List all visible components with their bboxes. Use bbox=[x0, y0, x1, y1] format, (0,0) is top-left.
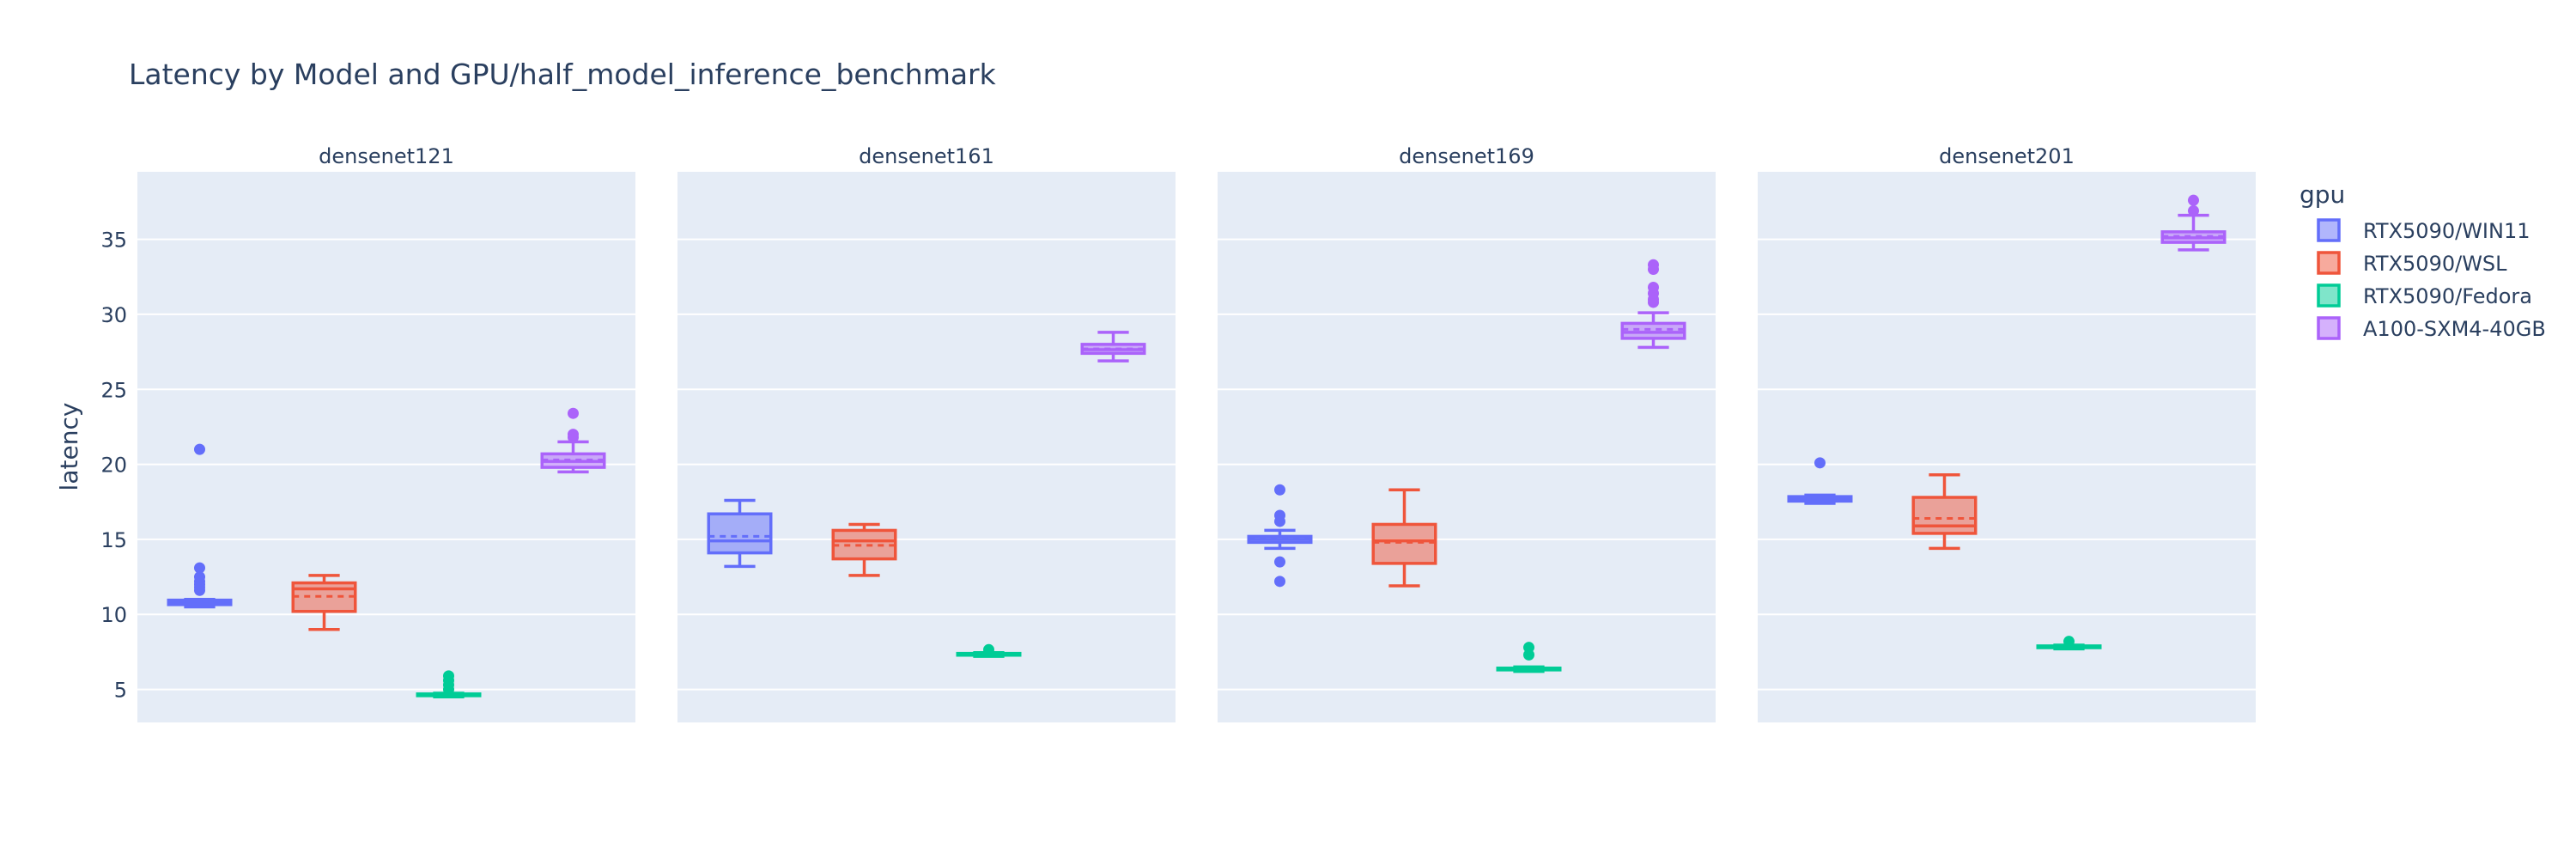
box-rtx5090-wsl bbox=[831, 522, 897, 577]
y-tick-label: 20 bbox=[100, 454, 127, 478]
plot-area bbox=[1218, 172, 1716, 722]
legend-swatch bbox=[2317, 316, 2341, 340]
outlier-point bbox=[194, 571, 205, 583]
box-rtx5090-fedora bbox=[2036, 636, 2102, 651]
outlier-point bbox=[194, 443, 205, 455]
legend-item-rtx5090-win11[interactable]: RTX5090/WIN11 bbox=[2317, 218, 2530, 243]
outlier-point bbox=[1523, 642, 1534, 654]
box-a100-sxm4-40gb bbox=[1080, 331, 1146, 362]
outlier-point bbox=[1814, 457, 1826, 469]
y-tick-label: 15 bbox=[100, 528, 127, 552]
y-tick-label: 25 bbox=[100, 378, 127, 402]
outlier-point bbox=[568, 407, 579, 419]
y-tick-label: 5 bbox=[114, 679, 127, 703]
outlier-point bbox=[1274, 576, 1285, 588]
box-rtx5090-fedora bbox=[1496, 642, 1562, 673]
outlier-point bbox=[2188, 204, 2199, 216]
box-rtx5090-win11 bbox=[707, 498, 773, 569]
box-a100-sxm4-40gb bbox=[2160, 194, 2227, 252]
legend-label: RTX5090/WSL bbox=[2363, 252, 2507, 276]
legend-label: RTX5090/Fedora bbox=[2363, 284, 2532, 308]
facet-title: densenet201 bbox=[1939, 144, 2075, 168]
outlier-point bbox=[983, 643, 994, 655]
facet-panel-densenet201: densenet201 bbox=[1758, 144, 2256, 722]
facet-panel-densenet121: densenet121 bbox=[137, 144, 635, 722]
box-body bbox=[291, 581, 357, 613]
box-body bbox=[707, 512, 773, 555]
box-body bbox=[1911, 496, 1978, 535]
box-rtx5090-wsl bbox=[291, 574, 357, 631]
box-body bbox=[1371, 522, 1437, 565]
legend-label: RTX5090/WIN11 bbox=[2363, 219, 2530, 243]
legend[interactable]: gpu RTX5090/WIN11 RTX5090/WSL RTX5090/Fedo… bbox=[2300, 180, 2546, 341]
plot-area bbox=[677, 172, 1176, 722]
outlier-point bbox=[1274, 556, 1285, 568]
y-tick-label: 10 bbox=[100, 603, 127, 627]
facet-panel-densenet161: densenet161 bbox=[677, 144, 1176, 722]
legend-title: gpu bbox=[2300, 180, 2345, 209]
legend-item-a100-sxm4-40gb[interactable]: A100-SXM4-40GB bbox=[2317, 316, 2546, 341]
box-a100-sxm4-40gb bbox=[540, 407, 606, 474]
facet-title: densenet169 bbox=[1399, 144, 1534, 168]
box-rtx5090-fedora bbox=[956, 643, 1022, 658]
y-tick-label: 35 bbox=[100, 228, 127, 253]
y-tick-label: 30 bbox=[100, 303, 127, 327]
legend-swatch bbox=[2317, 283, 2341, 308]
facet-title: densenet161 bbox=[859, 144, 994, 168]
box-a100-sxm4-40gb bbox=[1620, 259, 1686, 350]
legend-label: A100-SXM4-40GB bbox=[2363, 317, 2546, 341]
outlier-point bbox=[2063, 636, 2075, 648]
legend-swatch bbox=[2317, 251, 2341, 275]
legend-items[interactable]: RTX5090/WIN11 RTX5090/WSL RTX5090/Fedora A1… bbox=[2317, 218, 2546, 341]
box-rtx5090-wsl bbox=[1371, 488, 1437, 588]
box-rtx5090-win11 bbox=[1247, 484, 1313, 588]
facet-title: densenet121 bbox=[319, 144, 454, 168]
outlier-point bbox=[1274, 484, 1285, 496]
box-rtx5090-win11 bbox=[1787, 457, 1853, 505]
outlier-point bbox=[1648, 259, 1659, 271]
y-axis-ticks: 5 10 15 20 25 30 35 bbox=[100, 228, 127, 703]
outlier-point bbox=[1274, 509, 1285, 521]
plot-area bbox=[137, 172, 635, 722]
chart-title: Latency by Model and GPU/half_model_infe… bbox=[129, 58, 997, 91]
box-body bbox=[831, 528, 897, 561]
outlier-point bbox=[443, 670, 454, 682]
plot-area bbox=[1758, 172, 2256, 722]
legend-item-rtx5090-wsl[interactable]: RTX5090/WSL bbox=[2317, 251, 2507, 276]
outlier-point bbox=[2188, 194, 2199, 206]
legend-swatch bbox=[2317, 218, 2341, 242]
facet-panels: densenet121 densenet161 densenet169 densene… bbox=[100, 144, 2256, 722]
box-rtx5090-win11 bbox=[167, 443, 233, 609]
outlier-point bbox=[1648, 281, 1659, 293]
outlier-point bbox=[194, 562, 205, 574]
outlier-point bbox=[568, 429, 579, 441]
y-axis-label: latency bbox=[55, 403, 83, 491]
box-rtx5090-wsl bbox=[1911, 473, 1978, 551]
legend-item-rtx5090-fedora[interactable]: RTX5090/Fedora bbox=[2317, 283, 2532, 308]
box-rtx5090-fedora bbox=[416, 670, 482, 699]
facet-panel-densenet169: densenet169 bbox=[1218, 144, 1716, 722]
